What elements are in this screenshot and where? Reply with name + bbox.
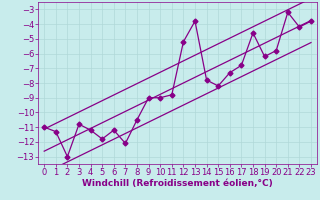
X-axis label: Windchill (Refroidissement éolien,°C): Windchill (Refroidissement éolien,°C) xyxy=(82,179,273,188)
